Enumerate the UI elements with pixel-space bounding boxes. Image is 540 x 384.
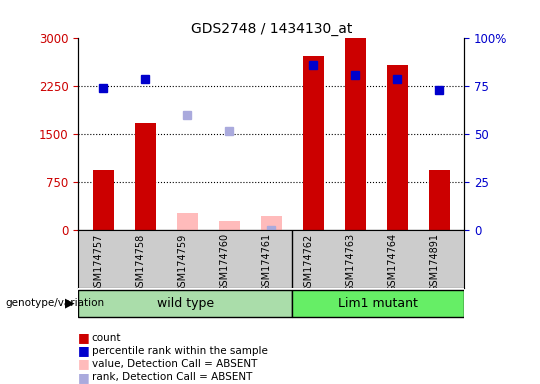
Text: ▶: ▶ (65, 297, 75, 310)
Bar (303, 56, 324, 230)
Text: GSM174757: GSM174757 (93, 233, 104, 293)
Text: percentile rank within the sample: percentile rank within the sample (92, 346, 268, 356)
Text: value, Detection Call = ABSENT: value, Detection Call = ABSENT (92, 359, 257, 369)
Text: GSM174760: GSM174760 (219, 233, 230, 292)
Text: GSM174764: GSM174764 (387, 233, 397, 292)
Bar (78, 290, 292, 317)
Text: wild type: wild type (157, 297, 214, 310)
Text: GSM174759: GSM174759 (178, 233, 187, 293)
Bar (387, 65, 408, 230)
Bar (292, 290, 464, 317)
Text: GSM174891: GSM174891 (429, 233, 439, 292)
Text: Lim1 mutant: Lim1 mutant (339, 297, 418, 310)
Text: ■: ■ (78, 371, 90, 384)
Text: ■: ■ (78, 344, 90, 358)
Bar (135, 123, 156, 230)
Text: GSM174762: GSM174762 (303, 233, 313, 293)
Bar (177, 213, 198, 230)
Bar (345, 38, 366, 230)
Bar (219, 222, 240, 230)
Bar (93, 170, 114, 230)
Text: count: count (92, 333, 122, 343)
Text: GSM174761: GSM174761 (261, 233, 272, 292)
Bar (261, 216, 282, 230)
Text: GSM174763: GSM174763 (345, 233, 355, 292)
Bar (429, 170, 450, 230)
Text: ■: ■ (78, 331, 90, 344)
Title: GDS2748 / 1434130_at: GDS2748 / 1434130_at (191, 22, 352, 36)
Text: genotype/variation: genotype/variation (5, 298, 105, 308)
Text: ■: ■ (78, 358, 90, 371)
Text: GSM174758: GSM174758 (136, 233, 145, 293)
Text: rank, Detection Call = ABSENT: rank, Detection Call = ABSENT (92, 372, 252, 382)
